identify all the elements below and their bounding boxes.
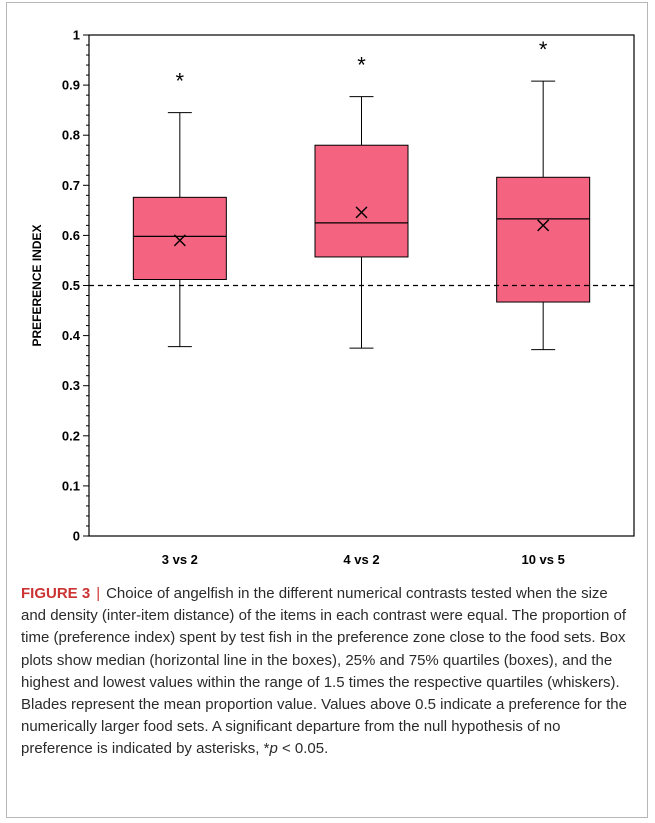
- iqr-box: [314, 144, 409, 258]
- y-tick-label: 1: [73, 28, 80, 43]
- x-category-label: 3 vs 2: [162, 552, 198, 567]
- p-symbol: p: [269, 740, 278, 758]
- y-tick-label: 0.3: [62, 378, 80, 393]
- x-category-label: 4 vs 2: [343, 552, 379, 567]
- y-tick-label: 0.1: [62, 478, 80, 493]
- figure-label: FIGURE 3: [21, 585, 91, 602]
- figure-frame: 0 0.1 0.2 0.3 0.4 0.5 0.6 0.7 0.8 0.9 1 PREFERENCE …: [6, 2, 648, 818]
- y-tick-label: 0.5: [62, 278, 80, 293]
- iqr-box: [132, 196, 227, 280]
- mean-marker-stroke: [173, 234, 186, 247]
- y-tick-label: 0.8: [62, 128, 80, 143]
- figure-caption: FIGURE 3 | Choice of angelfish in the diff…: [21, 583, 635, 761]
- y-tick-label: 0.7: [62, 178, 80, 193]
- mean-marker: [355, 206, 368, 219]
- mean-marker-stroke: [537, 219, 550, 232]
- mean-marker-stroke: [355, 206, 368, 219]
- significance-asterisk: *: [176, 69, 185, 94]
- caption-text: Choice of angelfish in the different num…: [21, 585, 627, 758]
- caption-separator: |: [96, 585, 101, 602]
- y-axis-label: PREFERENCE INDEX: [30, 224, 44, 346]
- significance-asterisk: *: [357, 53, 366, 78]
- y-tick-label: 0.6: [62, 228, 80, 243]
- y-tick-label: 0.4: [62, 328, 81, 343]
- x-category-label: 10 vs 5: [521, 552, 564, 567]
- significance-asterisk: *: [539, 37, 548, 62]
- caption-p-value: < 0.05.: [277, 740, 329, 758]
- y-tick-label: 0.9: [62, 78, 80, 93]
- iqr-box: [496, 176, 591, 303]
- mean-marker: [173, 234, 186, 247]
- y-tick-label: 0: [73, 529, 80, 544]
- mean-marker: [537, 219, 550, 232]
- box-plot-chart: 0 0.1 0.2 0.3 0.4 0.5 0.6 0.7 0.8 0.9 1 PREFERENCE …: [30, 28, 635, 567]
- y-tick-label: 0.2: [62, 428, 80, 443]
